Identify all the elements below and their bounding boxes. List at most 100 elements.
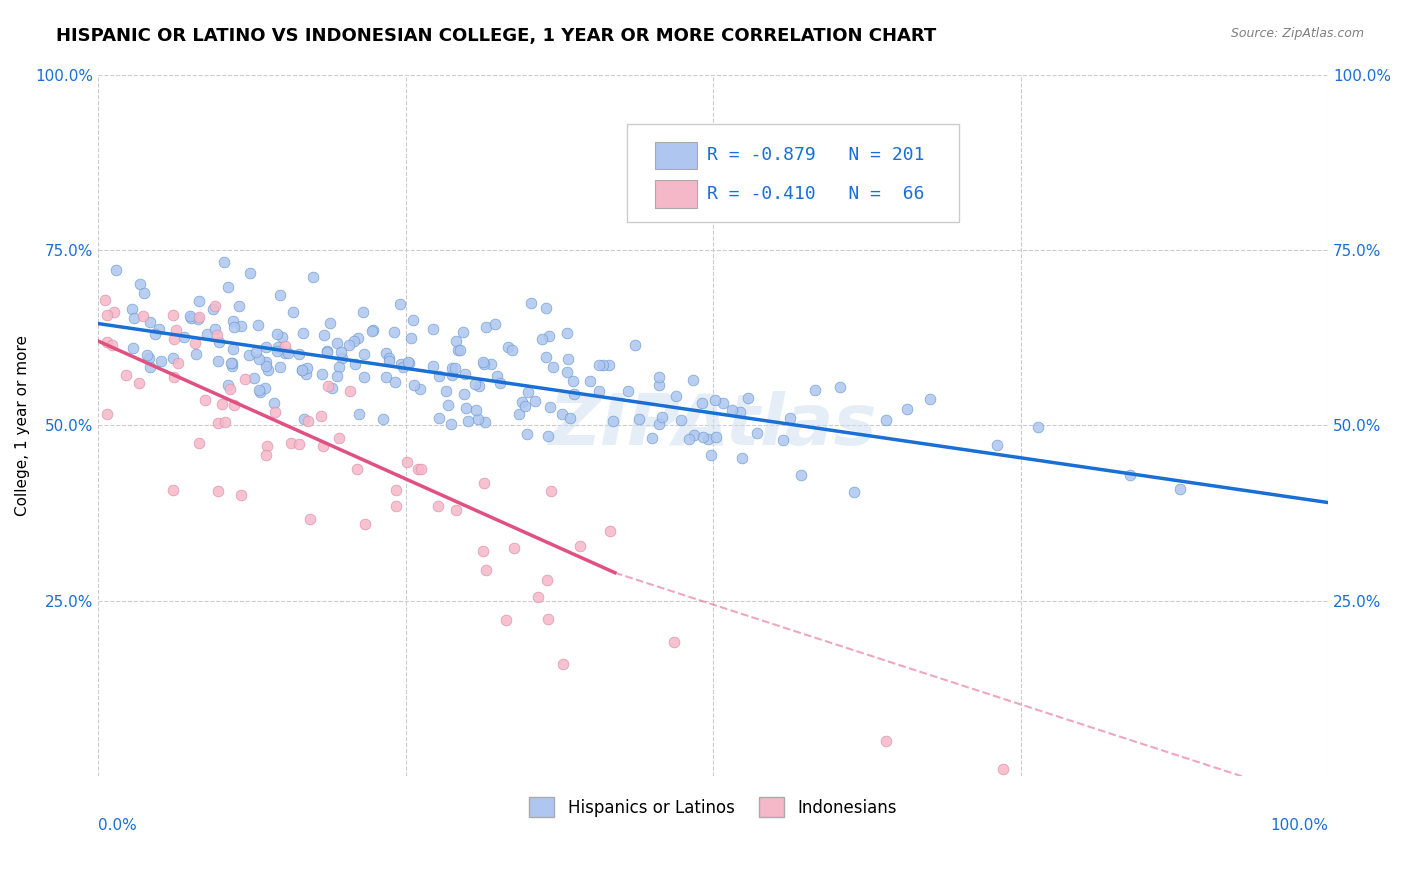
Point [526, 590, 548, 604]
Point [562, 374, 585, 388]
Point [247, 352, 270, 367]
Point [138, 359, 160, 374]
Point [378, 354, 401, 368]
Point [731, 450, 754, 465]
Point [550, 407, 572, 421]
Point [266, 344, 288, 359]
Point [468, 378, 491, 392]
Point [150, 354, 173, 368]
Point [517, 385, 540, 400]
Point [498, 340, 520, 354]
Point [288, 347, 311, 361]
Point [385, 499, 408, 513]
Point [697, 432, 720, 446]
Point [311, 367, 333, 381]
Point [439, 417, 461, 432]
Point [520, 296, 543, 310]
Point [474, 415, 496, 429]
Point [682, 374, 704, 388]
Point [180, 310, 202, 325]
Point [138, 351, 160, 365]
Point [96, 407, 118, 421]
Point [472, 544, 495, 558]
Point [349, 407, 371, 421]
Point [266, 326, 288, 341]
Point [273, 339, 295, 353]
Point [553, 657, 575, 672]
Point [711, 396, 734, 410]
Point [277, 346, 299, 360]
Point [221, 314, 243, 328]
Point [690, 396, 713, 410]
Point [648, 370, 671, 384]
Point [222, 342, 245, 356]
Point [326, 336, 349, 351]
Point [779, 410, 801, 425]
Point [201, 302, 224, 317]
Point [398, 356, 420, 370]
FancyBboxPatch shape [655, 142, 697, 169]
Point [377, 351, 399, 365]
Point [896, 401, 918, 416]
Point [409, 382, 432, 396]
Point [207, 416, 229, 430]
Point [599, 524, 621, 539]
Point [207, 353, 229, 368]
Point [221, 356, 243, 370]
Point [918, 392, 941, 406]
Point [624, 338, 647, 352]
Point [187, 435, 209, 450]
Point [139, 315, 162, 329]
Point [291, 363, 314, 377]
Point [194, 392, 217, 407]
Point [352, 305, 374, 319]
Point [162, 351, 184, 366]
Point [207, 483, 229, 498]
Point [254, 449, 277, 463]
Point [375, 370, 398, 384]
Point [292, 326, 315, 340]
Point [239, 266, 262, 280]
FancyBboxPatch shape [655, 180, 697, 208]
Point [184, 336, 207, 351]
Point [297, 414, 319, 428]
Point [558, 411, 581, 425]
Point [288, 437, 311, 451]
Point [1119, 467, 1142, 482]
Point [228, 299, 250, 313]
Point [330, 351, 353, 365]
Point [467, 412, 489, 426]
Point [374, 346, 396, 360]
Point [402, 313, 425, 327]
Point [555, 326, 578, 341]
Point [844, 484, 866, 499]
Point [602, 414, 624, 428]
Point [745, 425, 768, 440]
Point [311, 409, 333, 424]
Point [292, 412, 315, 426]
Point [617, 384, 640, 398]
Y-axis label: College, 1 year or more: College, 1 year or more [15, 334, 30, 516]
Point [875, 733, 897, 747]
Point [269, 359, 291, 374]
Point [588, 384, 610, 398]
Point [555, 365, 578, 379]
Point [703, 393, 725, 408]
Point [353, 346, 375, 360]
Point [105, 262, 128, 277]
Point [474, 320, 496, 334]
Point [830, 380, 852, 394]
Point [678, 432, 700, 446]
Point [484, 317, 506, 331]
Point [568, 539, 591, 553]
Point [221, 359, 243, 373]
Point [665, 389, 688, 403]
Point [114, 368, 136, 382]
Point [298, 511, 321, 525]
Point [214, 415, 236, 429]
Point [219, 382, 242, 396]
Point [402, 378, 425, 392]
Point [328, 431, 350, 445]
Point [451, 325, 474, 339]
Point [628, 411, 651, 425]
